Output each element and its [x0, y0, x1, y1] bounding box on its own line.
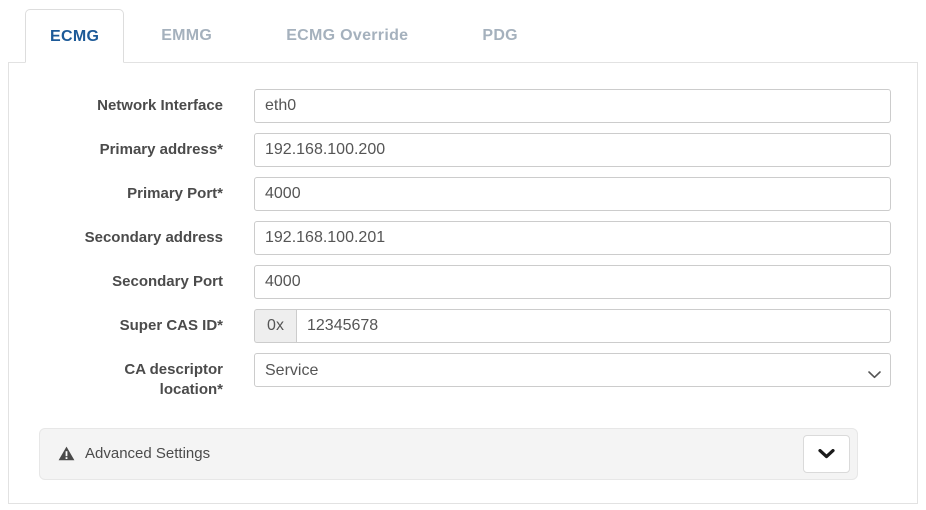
tab-emmg[interactable]: EMMG	[161, 27, 213, 44]
form-row-ca-descriptor-location: CA descriptor location* Service	[9, 353, 891, 401]
hex-prefix-addon: 0x	[254, 309, 296, 343]
tab-ecmg-override[interactable]: ECMG Override	[286, 27, 409, 44]
tab-bar: ECMG EMMG ECMG Override PDG	[8, 8, 926, 63]
form-row-primary-address: Primary address*	[9, 133, 891, 167]
secondary-port-label: Secondary Port	[112, 273, 223, 290]
network-interface-input[interactable]	[254, 89, 891, 123]
tab-ecmg[interactable]: ECMG	[25, 9, 125, 63]
secondary-port-input[interactable]	[254, 265, 891, 299]
advanced-settings-label: Advanced Settings	[85, 445, 211, 462]
advanced-settings-panel[interactable]: Advanced Settings	[39, 427, 858, 480]
primary-address-label: Primary address*	[99, 141, 223, 158]
super-cas-id-label: Super CAS ID*	[119, 317, 223, 334]
ecmg-tab-panel: Network Interface Primary address* Prima…	[8, 62, 918, 504]
chevron-down-icon	[818, 448, 835, 459]
advanced-settings-expand-button[interactable]	[803, 434, 850, 473]
form-row-primary-port: Primary Port*	[9, 177, 891, 211]
form-row-network-interface: Network Interface	[9, 89, 891, 123]
form-row-secondary-port: Secondary Port	[9, 265, 891, 299]
primary-port-label: Primary Port*	[127, 185, 223, 202]
secondary-address-input[interactable]	[254, 221, 891, 255]
ca-descriptor-location-label: CA descriptor location*	[124, 361, 223, 399]
form-row-super-cas-id: Super CAS ID* 0x	[9, 309, 891, 343]
form-row-secondary-address: Secondary address	[9, 221, 891, 255]
tab-pdg[interactable]: PDG	[482, 27, 518, 44]
super-cas-id-input[interactable]	[296, 309, 891, 343]
network-interface-label: Network Interface	[97, 97, 223, 114]
ca-descriptor-location-select[interactable]: Service	[254, 353, 891, 387]
secondary-address-label: Secondary address	[84, 229, 223, 246]
warning-icon	[58, 446, 75, 461]
primary-address-input[interactable]	[254, 133, 891, 167]
primary-port-input[interactable]	[254, 177, 891, 211]
